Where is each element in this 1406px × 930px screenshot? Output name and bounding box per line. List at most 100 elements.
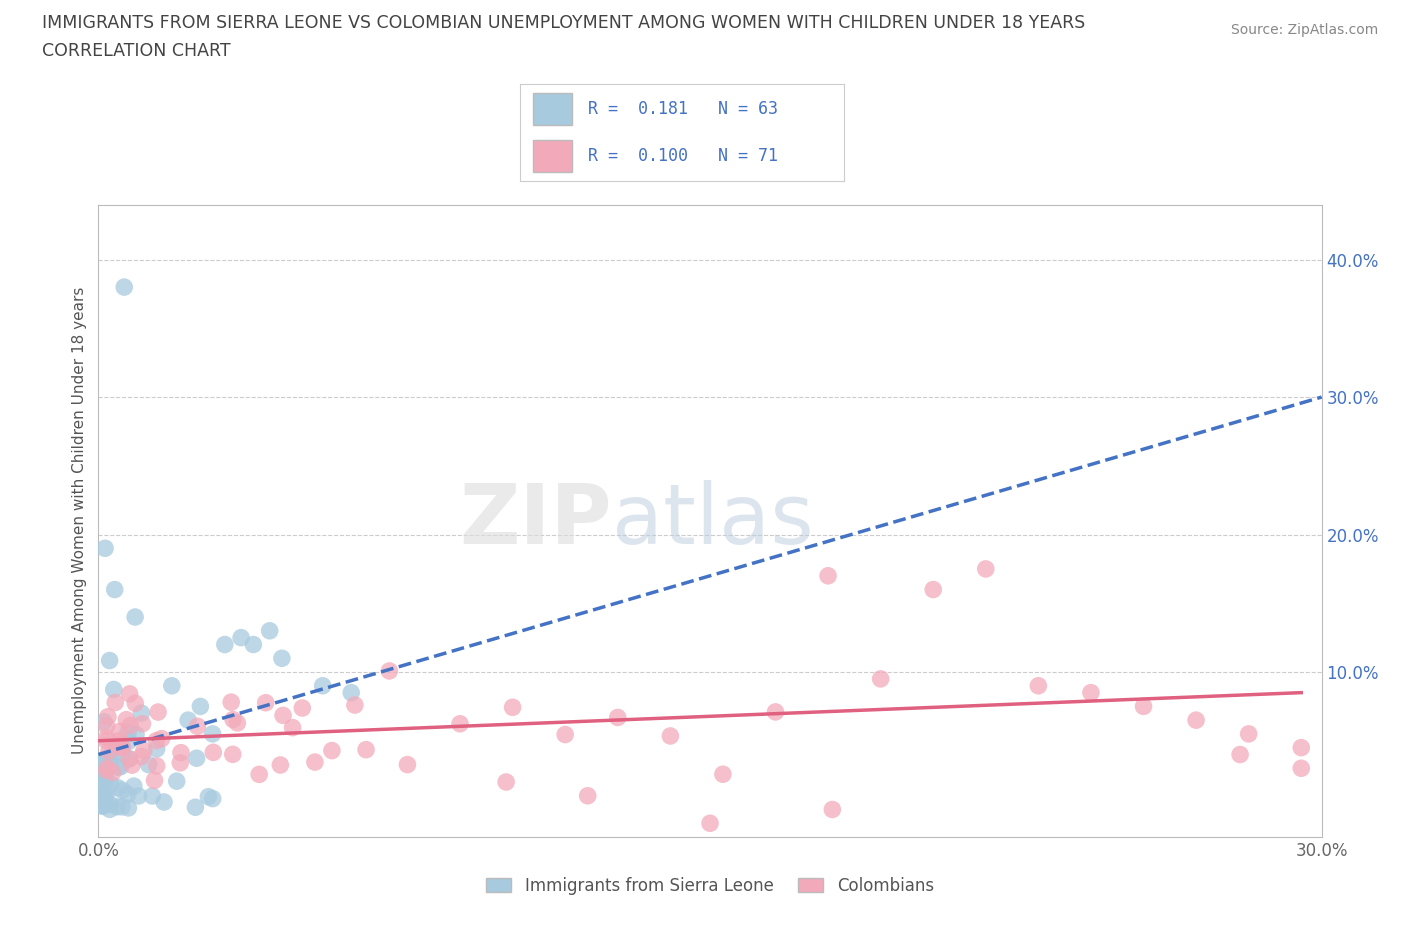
Point — [105, 800, 128, 815]
Point — [304, 754, 326, 769]
Point — [502, 700, 524, 715]
Point — [104, 582, 127, 597]
Point — [226, 715, 249, 730]
Point — [131, 750, 153, 764]
Point — [96, 787, 118, 802]
Point — [922, 582, 945, 597]
Point — [103, 682, 125, 697]
Point — [91, 798, 114, 813]
Point — [201, 726, 224, 741]
Point — [93, 768, 115, 783]
Point — [188, 699, 212, 714]
Point — [1291, 761, 1313, 776]
Point — [100, 777, 122, 791]
Point — [145, 733, 167, 748]
Point — [105, 780, 128, 795]
Text: Source: ZipAtlas.com: Source: ZipAtlas.com — [1230, 23, 1378, 37]
Point — [169, 755, 191, 770]
Point — [91, 794, 114, 809]
Point — [118, 734, 141, 749]
Text: atlas: atlas — [612, 480, 814, 562]
Point — [93, 771, 115, 786]
Point — [143, 773, 166, 788]
Point — [94, 776, 117, 790]
Point — [343, 698, 366, 712]
Point — [201, 791, 224, 806]
Point — [124, 696, 146, 711]
Point — [821, 802, 844, 817]
Point — [184, 800, 207, 815]
Point — [97, 761, 120, 776]
Point — [111, 783, 134, 798]
Point — [117, 787, 139, 802]
Point — [110, 759, 132, 774]
Point — [97, 751, 120, 766]
Point — [125, 727, 148, 742]
Point — [1028, 678, 1050, 693]
Point — [153, 794, 176, 809]
Point — [271, 708, 294, 723]
Point — [576, 789, 599, 804]
Point — [269, 758, 291, 773]
Point — [1229, 747, 1251, 762]
Point — [242, 637, 264, 652]
Point — [214, 637, 236, 652]
Point — [91, 785, 114, 800]
Point — [340, 685, 363, 700]
Point — [166, 774, 188, 789]
Point — [202, 745, 225, 760]
Legend: Immigrants from Sierra Leone, Colombians: Immigrants from Sierra Leone, Colombians — [479, 870, 941, 901]
Point — [121, 758, 143, 773]
Point — [108, 724, 131, 738]
Text: ZIP: ZIP — [460, 480, 612, 562]
Point — [281, 720, 304, 735]
Point — [98, 797, 121, 812]
Point — [378, 663, 401, 678]
Point — [131, 716, 153, 731]
Point — [449, 716, 471, 731]
Point — [96, 734, 118, 749]
Y-axis label: Unemployment Among Women with Children Under 18 years: Unemployment Among Women with Children U… — [72, 287, 87, 754]
FancyBboxPatch shape — [533, 93, 572, 125]
Point — [94, 541, 117, 556]
Point — [765, 704, 787, 719]
Point — [104, 695, 127, 710]
Point — [107, 760, 129, 775]
Point — [111, 740, 134, 755]
Point — [1080, 685, 1102, 700]
Point — [1132, 699, 1154, 714]
Point — [321, 743, 343, 758]
Text: IMMIGRANTS FROM SIERRA LEONE VS COLOMBIAN UNEMPLOYMENT AMONG WOMEN WITH CHILDREN: IMMIGRANTS FROM SIERRA LEONE VS COLOMBIA… — [42, 14, 1085, 32]
Point — [101, 765, 124, 780]
Point — [312, 678, 335, 693]
Point — [117, 801, 139, 816]
Text: R =  0.100   N = 71: R = 0.100 N = 71 — [588, 147, 778, 165]
Point — [270, 651, 294, 666]
Point — [186, 719, 208, 734]
Point — [115, 712, 138, 727]
Point — [91, 798, 114, 813]
Point — [254, 696, 277, 711]
Point — [495, 775, 517, 790]
Point — [96, 719, 118, 734]
Point — [132, 743, 155, 758]
Point — [699, 816, 721, 830]
Point — [222, 747, 245, 762]
Point — [170, 745, 193, 760]
Point — [396, 757, 419, 772]
Point — [131, 706, 153, 721]
Point — [197, 790, 219, 804]
Point — [1237, 726, 1260, 741]
Point — [108, 733, 131, 748]
Point — [91, 753, 114, 768]
Point — [817, 568, 839, 583]
Point — [111, 800, 134, 815]
Point — [103, 744, 125, 759]
Point — [869, 671, 891, 686]
Point — [145, 741, 167, 756]
Point — [96, 763, 118, 777]
Point — [91, 789, 114, 804]
Point — [98, 653, 121, 668]
Point — [138, 757, 160, 772]
Point — [219, 695, 242, 710]
